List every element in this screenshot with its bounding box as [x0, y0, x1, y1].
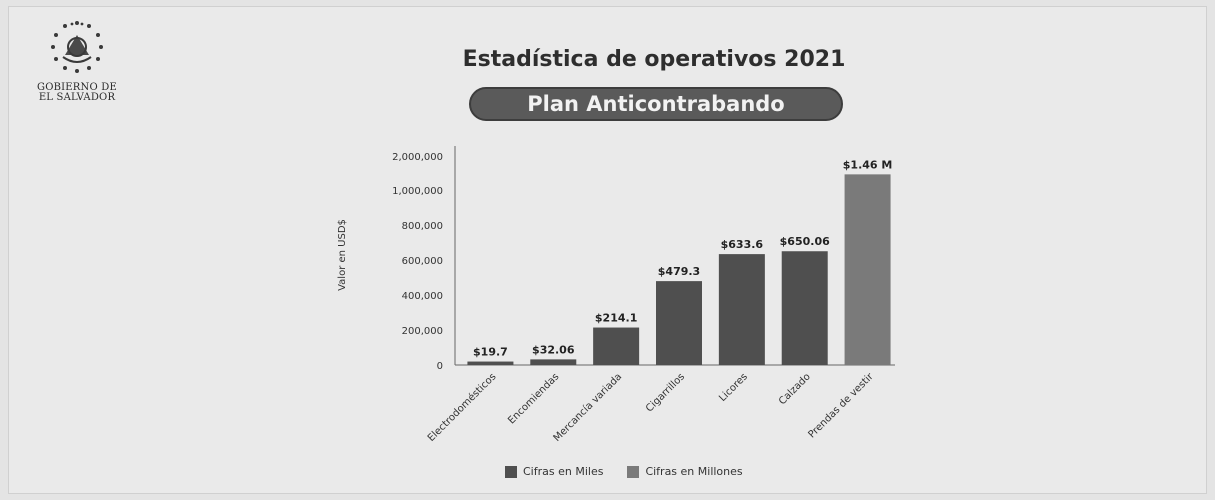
bar: [530, 359, 577, 365]
y-tick-label: 2,000,000: [392, 152, 443, 163]
chart-subtitle: Plan Anticontrabando: [469, 87, 843, 121]
y-axis-label: Valor en USD$: [337, 219, 348, 291]
bar: [593, 327, 640, 365]
y-tick-label: 600,000: [402, 256, 443, 267]
legend-swatch-miles: [505, 465, 517, 478]
bar-data-label: $214.1: [595, 312, 637, 325]
y-tick-label: 400,000: [402, 291, 443, 302]
bar-data-label: $633.6: [721, 238, 764, 251]
bar-data-label: $1.46 M: [843, 158, 893, 171]
legend-label-millones: Cifras en Millones: [645, 465, 743, 478]
bar: [844, 174, 891, 365]
bar-data-label: $650.06: [780, 235, 830, 248]
y-tick-label: 800,000: [402, 221, 443, 232]
bar-data-label: $19.7: [473, 346, 508, 359]
legend-item-miles: Cifras en Miles: [505, 465, 603, 478]
logo-line-1: GOBIERNO DE: [37, 82, 117, 93]
legend-swatch-millones: [627, 465, 640, 478]
x-tick-label: Cigarrillos: [644, 371, 687, 414]
government-logo: GOBIERNO DE EL SALVADOR: [27, 17, 127, 117]
x-tick-label: Encomiendas: [506, 371, 561, 426]
chart-legend: Cifras en Miles Cifras en Millones: [505, 465, 759, 478]
bar: [718, 254, 765, 365]
y-tick-label: 200,000: [402, 326, 443, 337]
bar: [467, 361, 514, 365]
chart-page: GOBIERNO DE EL SALVADOR Estadística de o…: [8, 6, 1207, 494]
coat-of-arms-icon: [51, 21, 103, 73]
x-tick-label: Calzado: [777, 371, 813, 407]
bar-data-label: $32.06: [532, 343, 575, 356]
y-tick-label: 0: [437, 361, 443, 372]
legend-item-millones: Cifras en Millones: [627, 465, 743, 478]
x-tick-label: Electrodomésticos: [425, 371, 498, 444]
bar-data-label: $479.3: [658, 265, 700, 278]
legend-label-miles: Cifras en Miles: [523, 465, 604, 478]
bar: [656, 281, 702, 365]
chart-title: Estadística de operativos 2021: [462, 47, 846, 72]
bar: [781, 251, 828, 365]
x-tick-label: Mercancía variada: [551, 371, 624, 444]
x-tick-label: Prendas de vestir: [806, 371, 876, 441]
x-tick-label: Licores: [717, 371, 750, 404]
logo-line-2: EL SALVADOR: [38, 92, 116, 103]
y-tick-label: 1,000,000: [392, 186, 443, 197]
